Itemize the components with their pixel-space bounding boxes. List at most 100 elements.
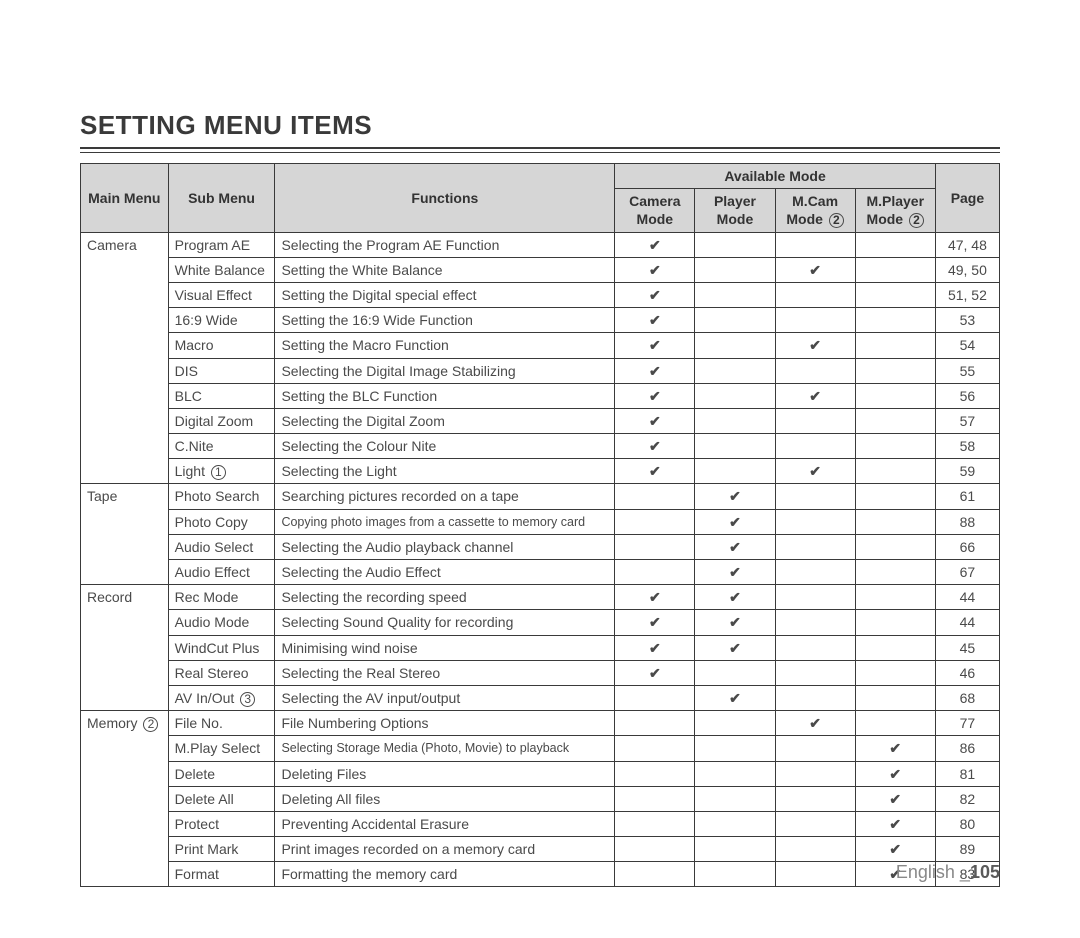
- cell-mode-mcam: [775, 811, 855, 836]
- cell-function: Deleting All files: [275, 786, 615, 811]
- check-icon: [649, 589, 661, 605]
- cell-main-menu: Tape: [81, 484, 169, 585]
- cell-page: 81: [935, 761, 999, 786]
- cell-mode-mplayer: [855, 660, 935, 685]
- cell-function: Selecting the Real Stereo: [275, 660, 615, 685]
- th-available-mode: Available Mode: [615, 164, 936, 189]
- cell-page: 77: [935, 711, 999, 736]
- th-camera-mode-label: Camera Mode: [629, 193, 680, 227]
- cell-mode-cam: [615, 408, 695, 433]
- cell-mode-mcam: [775, 509, 855, 534]
- cell-mode-cam: [615, 509, 695, 534]
- cell-mode-mcam: [775, 232, 855, 257]
- cell-page: 58: [935, 434, 999, 459]
- cell-function: Setting the Digital special effect: [275, 282, 615, 307]
- cell-mode-mplayer: [855, 434, 935, 459]
- cell-sub-menu: Photo Copy: [168, 509, 275, 534]
- cell-mode-mcam: [775, 308, 855, 333]
- cell-function: Setting the Macro Function: [275, 333, 615, 358]
- cell-main-menu: Record: [81, 585, 169, 711]
- cell-mode-mcam: [775, 610, 855, 635]
- th-mcam-mode-l2: Mode: [786, 211, 823, 227]
- check-icon: [729, 564, 741, 580]
- th-player-mode: Player Mode: [695, 189, 775, 232]
- table-row: Digital ZoomSelecting the Digital Zoom57: [81, 408, 1000, 433]
- cell-mode-cam: [615, 484, 695, 509]
- th-functions: Functions: [275, 164, 615, 233]
- th-mplayer-circ-icon: 2: [909, 213, 924, 228]
- cell-page: 44: [935, 585, 999, 610]
- cell-mode-player: [695, 660, 775, 685]
- cell-mode-mplayer: [855, 308, 935, 333]
- table-row: ProtectPreventing Accidental Erasure80: [81, 811, 1000, 836]
- cell-sub-menu: Digital Zoom: [168, 408, 275, 433]
- cell-sub-menu: BLC: [168, 383, 275, 408]
- cell-mode-player: [695, 635, 775, 660]
- cell-mode-mcam: [775, 837, 855, 862]
- check-icon: [729, 589, 741, 605]
- cell-mode-cam: [615, 232, 695, 257]
- cell-mode-player: [695, 257, 775, 282]
- check-icon: [729, 488, 741, 504]
- sub-menu-label: M.Play Select: [175, 740, 261, 756]
- cell-mode-mcam: [775, 685, 855, 710]
- check-icon: [649, 337, 661, 353]
- cell-sub-menu: M.Play Select: [168, 736, 275, 761]
- check-icon: [809, 463, 821, 479]
- cell-mode-mcam: [775, 257, 855, 282]
- cell-page: 82: [935, 786, 999, 811]
- sub-menu-label: Rec Mode: [175, 589, 239, 605]
- cell-sub-menu: Rec Mode: [168, 585, 275, 610]
- cell-page: 67: [935, 560, 999, 585]
- cell-function: Selecting the Audio playback channel: [275, 534, 615, 559]
- cell-mode-cam: [615, 786, 695, 811]
- cell-page: 49, 50: [935, 257, 999, 282]
- sub-menu-label: Print Mark: [175, 841, 239, 857]
- check-icon: [889, 841, 901, 857]
- cell-mode-cam: [615, 837, 695, 862]
- cell-mode-cam: [615, 434, 695, 459]
- cell-page: 66: [935, 534, 999, 559]
- cell-mode-mcam: [775, 736, 855, 761]
- cell-function: Selecting the Light: [275, 459, 615, 484]
- th-main-menu: Main Menu: [81, 164, 169, 233]
- cell-mode-mcam: [775, 761, 855, 786]
- cell-sub-menu: Real Stereo: [168, 660, 275, 685]
- check-icon: [889, 816, 901, 832]
- sub-menu-label: Audio Mode: [175, 614, 250, 630]
- cell-sub-menu: Format: [168, 862, 275, 887]
- cell-function: Setting the 16:9 Wide Function: [275, 308, 615, 333]
- th-sub-menu: Sub Menu: [168, 164, 275, 233]
- cell-mode-player: [695, 736, 775, 761]
- table-row: White BalanceSetting the White Balance49…: [81, 257, 1000, 282]
- cell-mode-mplayer: [855, 509, 935, 534]
- cell-function: Selecting the AV input/output: [275, 685, 615, 710]
- cell-sub-menu: Macro: [168, 333, 275, 358]
- cell-function: Selecting the Colour Nite: [275, 434, 615, 459]
- cell-sub-menu: 16:9 Wide: [168, 308, 275, 333]
- check-icon: [889, 766, 901, 782]
- check-icon: [809, 388, 821, 404]
- cell-main-menu: Camera: [81, 232, 169, 484]
- sub-menu-label: Photo Copy: [175, 514, 248, 530]
- cell-mode-player: [695, 459, 775, 484]
- table-row: Print MarkPrint images recorded on a mem…: [81, 837, 1000, 862]
- check-icon: [889, 740, 901, 756]
- cell-mode-mplayer: [855, 837, 935, 862]
- cell-sub-menu: White Balance: [168, 257, 275, 282]
- cell-mode-mplayer: [855, 560, 935, 585]
- cell-mode-cam: [615, 459, 695, 484]
- cell-mode-player: [695, 534, 775, 559]
- cell-mode-cam: [615, 635, 695, 660]
- check-icon: [649, 413, 661, 429]
- cell-mode-mcam: [775, 484, 855, 509]
- sub-menu-label: Audio Select: [175, 539, 254, 555]
- sub-menu-label: Macro: [175, 337, 214, 353]
- cell-sub-menu: Audio Effect: [168, 560, 275, 585]
- th-page: Page: [935, 164, 999, 233]
- cell-mode-cam: [615, 534, 695, 559]
- cell-mode-player: [695, 434, 775, 459]
- footer-page-number: 105: [970, 862, 1000, 882]
- sub-menu-circ-icon: 3: [240, 692, 255, 707]
- main-menu-circ-icon: 2: [143, 717, 158, 732]
